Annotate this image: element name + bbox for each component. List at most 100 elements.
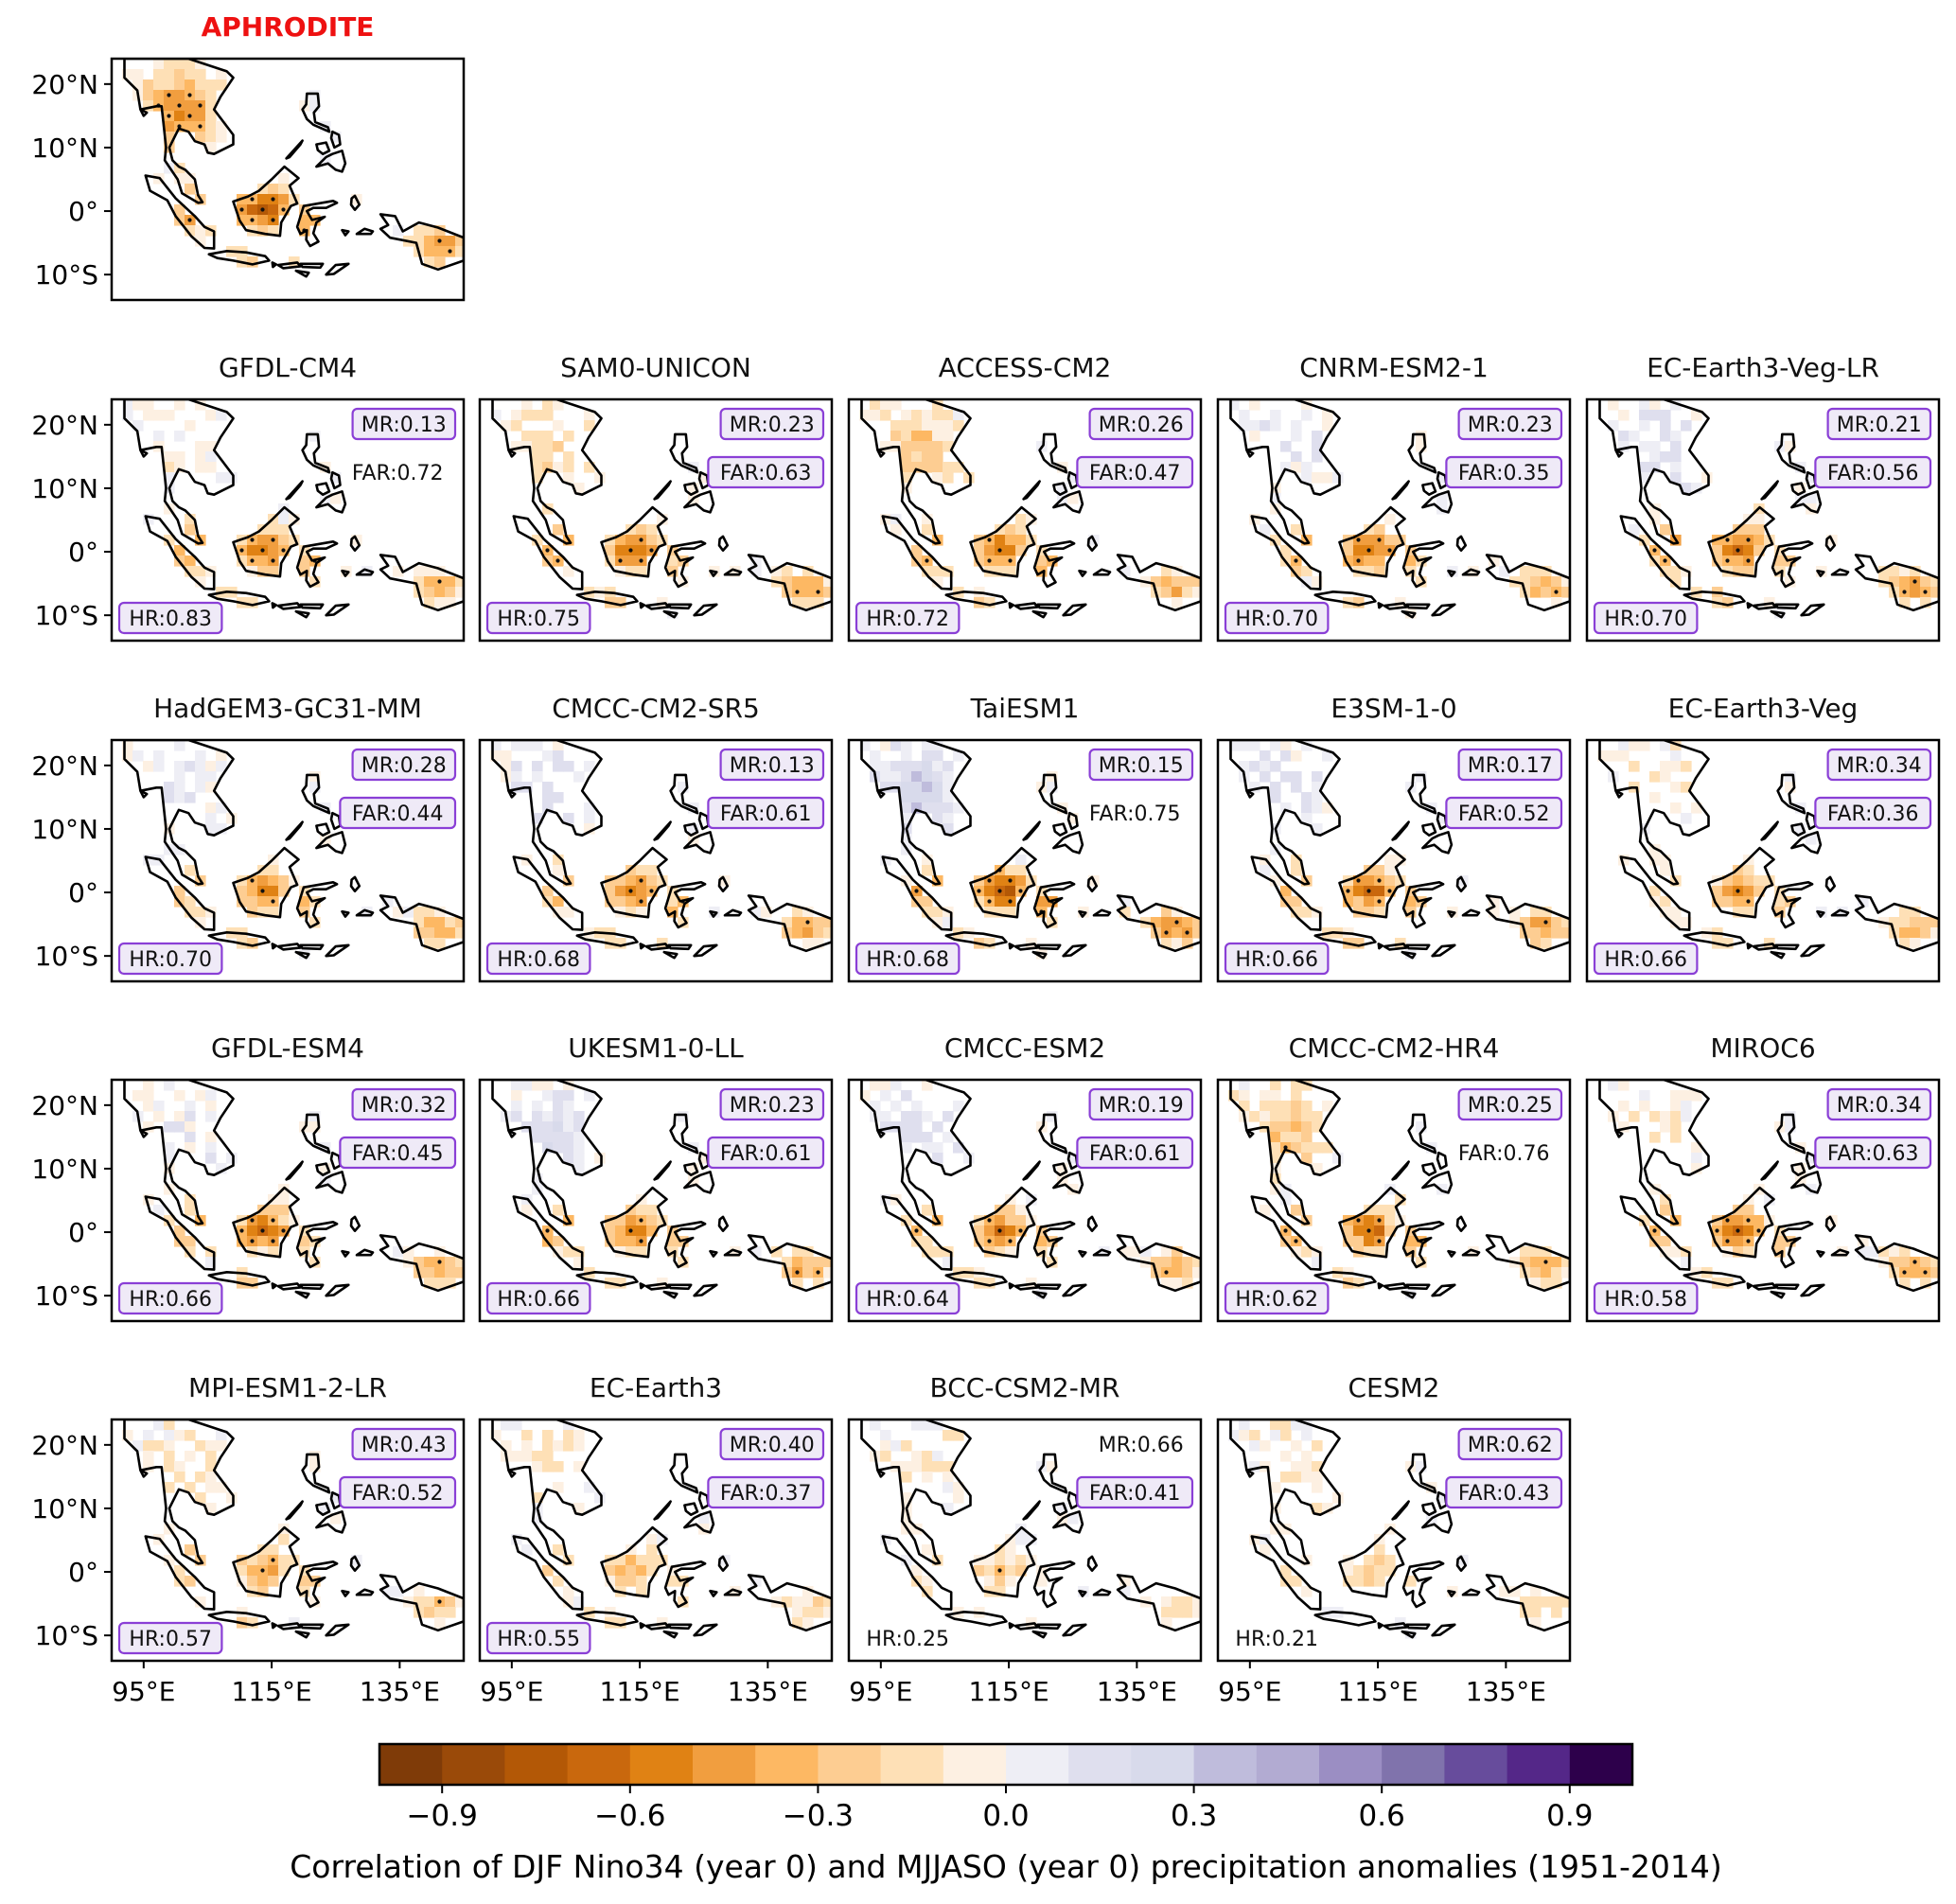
significance-dot [448,249,452,254]
hr-value: HR:0.70 [1604,608,1687,631]
grid-cell [698,472,710,484]
grid-cell [164,121,175,132]
far-box [339,796,457,830]
grid-cell [911,420,923,432]
grid-cell [1806,493,1817,504]
far-box [339,1136,457,1170]
grid-cell [1509,907,1521,918]
mr-value: MR:0.25 [1468,1094,1553,1118]
grid-cell [143,1101,154,1112]
lat-tick-label: 10°N [31,132,98,164]
grid-cell [880,855,891,866]
significance-dot [1902,590,1907,594]
colorbar-bin [1131,1744,1195,1785]
mr-box [1457,1087,1563,1121]
grid-cell [1639,441,1650,452]
map-frame [847,397,1203,643]
grid-cell [1712,896,1723,908]
grid-cell [1649,399,1661,411]
grid-cell [309,576,321,588]
far-label: FAR:0.76 [1458,1142,1550,1166]
colorbar-bin [880,1744,944,1785]
grid-cell [153,69,165,80]
significance-dot [198,124,203,129]
grid-cell [1057,1163,1068,1174]
grid-cell [1436,472,1448,484]
hr-box [117,1281,223,1315]
significance-dot [1715,1228,1719,1233]
grid-cell [434,907,446,918]
significance-dot [1377,878,1382,883]
grid-cell [1015,1215,1027,1226]
hr-box [1224,1281,1330,1315]
grid-cell [1436,1492,1448,1504]
significance-dot [987,899,992,904]
grid-cell [1395,535,1406,546]
hr-value: HR:0.62 [1235,1288,1318,1312]
grid-cell [1036,545,1048,556]
significance-dot [649,548,654,553]
grid-cell [1322,472,1333,484]
significance-dot [1185,930,1189,935]
lat-tick-label: 20°N [31,69,98,100]
grid-cell [521,431,533,442]
grid-cell [1660,771,1671,783]
grid-cell [330,493,342,504]
grid-cell [247,896,258,908]
grid-cell [205,1503,217,1514]
grid-cell [688,823,699,835]
grid-cell [1301,1153,1313,1164]
grid-cell [922,1586,933,1597]
grid-cell [1005,535,1016,546]
grid-cell [1119,1246,1131,1258]
grid-cell [424,256,435,268]
grid-cell [382,896,394,908]
grid-cell [257,1544,269,1556]
grid-cell [424,566,435,577]
grid-cell [532,771,543,783]
coastline [860,740,1201,960]
grid-cell [1670,750,1682,762]
grid-cell [1618,441,1630,452]
coastline [1229,399,1570,619]
grid-cell [268,1225,279,1237]
hr-label: HR:0.83 [117,601,223,635]
grid-cell [932,792,943,803]
grid-cell [1374,555,1385,567]
grid-cell [532,1461,543,1472]
grid-cell [1920,1278,1931,1289]
significance-stippling [1652,1218,1928,1275]
grid-cell [1541,938,1552,949]
grid-cell [922,420,933,432]
grid-cell [870,1080,881,1091]
far-value: FAR:0.44 [352,802,444,826]
grid-cell [511,740,522,751]
grid-cell [1374,1225,1385,1237]
grid-cell [880,1111,891,1122]
grid-cell [1649,410,1661,421]
significance-dot [250,197,255,202]
grid-cell [813,597,824,608]
grid-cell [802,1607,814,1618]
grid-cell [153,79,165,91]
grid-cell [1301,462,1313,473]
grid-cell [1660,1121,1671,1133]
grid-cell [1057,483,1068,494]
grid-cell [1161,576,1172,588]
grid-cell [626,535,637,546]
significance-dot [1356,878,1361,883]
grid-cell [792,597,803,608]
far-label: FAR:0.61 [707,796,825,830]
grid-cell [424,1278,435,1289]
grid-cell [1733,875,1744,887]
grid-cell [943,1430,954,1441]
grid-cell [268,524,279,536]
grid-cell [164,462,175,473]
significance-dot [1356,558,1361,563]
grid-cell [122,69,133,80]
colorbar-bin [567,1744,631,1785]
grid-cell [532,1111,543,1122]
hr-box [485,1281,591,1315]
